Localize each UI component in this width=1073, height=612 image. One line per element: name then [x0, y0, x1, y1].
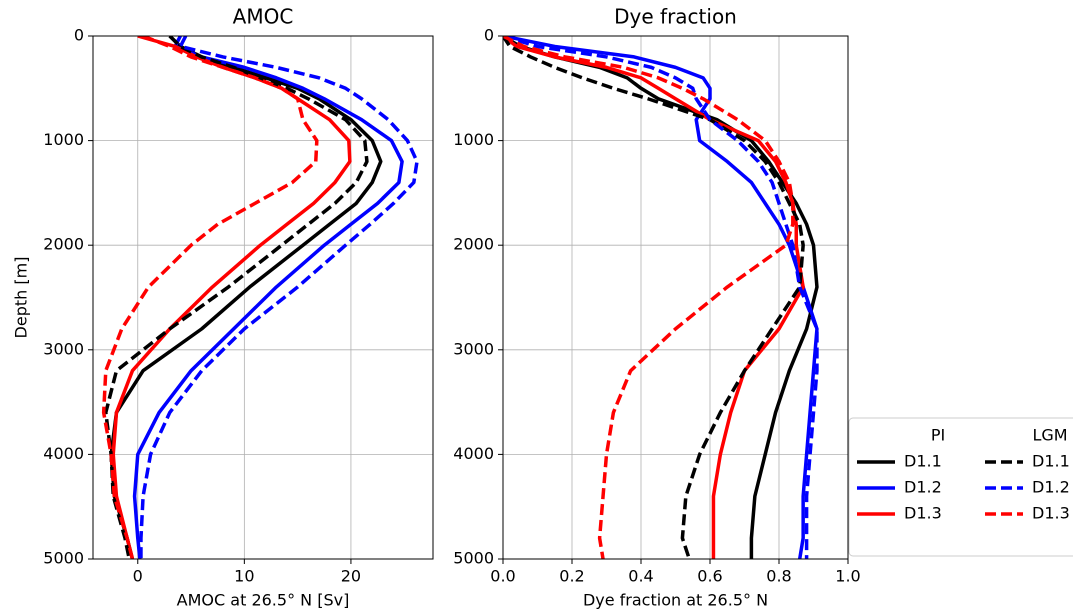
- y-tick-label: 1000: [453, 130, 494, 149]
- x-tick-label: 0: [133, 567, 143, 586]
- x-tick-label: 0.4: [628, 567, 653, 586]
- legend-title: LGM: [1032, 426, 1067, 445]
- y-tick-label: 4000: [43, 444, 84, 463]
- y-tick-label: 0: [74, 26, 84, 45]
- profile-line: [111, 36, 352, 559]
- profile-line: [503, 36, 819, 559]
- profile-line: [101, 36, 319, 559]
- x-tick-label: 1.0: [835, 567, 860, 586]
- profile-line: [109, 36, 383, 559]
- profile-line: [132, 36, 404, 559]
- x-tick-label: 0.6: [697, 567, 722, 586]
- legend-label: D1.2: [1032, 478, 1070, 497]
- y-tick-label: 3000: [453, 339, 494, 358]
- profile-line: [104, 36, 369, 559]
- legend-label: D1.2: [904, 478, 942, 497]
- y-tick-label: 3000: [43, 339, 84, 358]
- legend-label: D1.3: [1032, 504, 1070, 523]
- legend-label: D1.3: [904, 504, 942, 523]
- y-tick-label: 5000: [453, 549, 494, 568]
- y-tick-label: 2000: [43, 235, 84, 254]
- chart-title: Dye fraction: [614, 5, 737, 29]
- plot-frame: [92, 35, 434, 560]
- y-tick-label: 1000: [43, 130, 84, 149]
- y-tick-label: 5000: [43, 549, 84, 568]
- profile-line: [503, 36, 819, 559]
- x-tick-label: 10: [234, 567, 254, 586]
- legend-label: D1.1: [1032, 452, 1070, 471]
- x-tick-label: 20: [341, 567, 361, 586]
- x-axis-label: AMOC at 26.5° N [Sv]: [177, 591, 350, 610]
- y-axis-label: Depth [m]: [12, 257, 31, 339]
- y-tick-label: 2000: [453, 235, 494, 254]
- y-tick-label: 0: [484, 26, 494, 45]
- x-tick-label: 0.8: [766, 567, 791, 586]
- profile-line: [139, 36, 419, 559]
- y-tick-label: 4000: [453, 444, 494, 463]
- legend-title: PI: [931, 426, 945, 445]
- plot-frame: [502, 35, 849, 560]
- legend-box: [848, 417, 1073, 557]
- profile-line: [503, 36, 805, 559]
- chart-title: AMOC: [233, 5, 294, 29]
- x-axis-label: Dye fraction at 26.5° N: [583, 591, 768, 610]
- x-tick-label: 0.2: [559, 567, 584, 586]
- x-tick-label: 0.0: [490, 567, 515, 586]
- profile-line: [503, 36, 795, 559]
- legend-label: D1.1: [904, 452, 942, 471]
- profile-line: [503, 36, 819, 559]
